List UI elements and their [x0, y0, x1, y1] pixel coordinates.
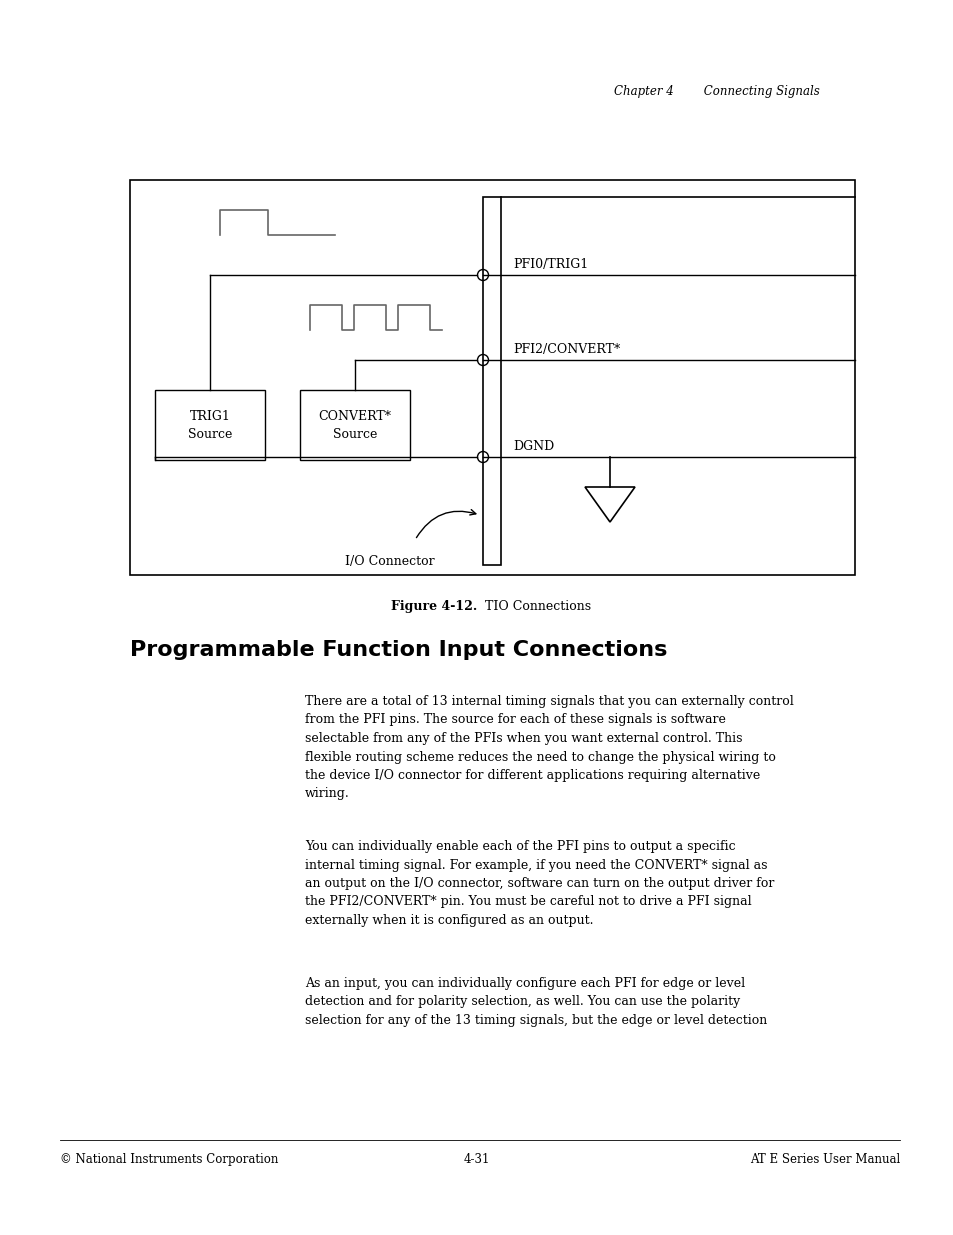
- Text: Programmable Function Input Connections: Programmable Function Input Connections: [130, 640, 667, 659]
- Text: You can individually enable each of the PFI pins to output a specific
internal t: You can individually enable each of the …: [305, 840, 774, 927]
- Text: As an input, you can individually configure each PFI for edge or level
detection: As an input, you can individually config…: [305, 977, 766, 1028]
- Text: PFI2/CONVERT*: PFI2/CONVERT*: [513, 343, 619, 356]
- Bar: [130, 180, 854, 576]
- Bar: [299, 390, 410, 459]
- Text: Figure 4-12.: Figure 4-12.: [391, 600, 476, 613]
- Text: © National Instruments Corporation: © National Instruments Corporation: [60, 1153, 278, 1166]
- Text: Source: Source: [188, 429, 232, 441]
- Text: CONVERT*: CONVERT*: [318, 410, 391, 424]
- Bar: [482, 198, 500, 564]
- Bar: [154, 390, 265, 459]
- Text: Source: Source: [333, 429, 376, 441]
- Text: There are a total of 13 internal timing signals that you can externally control
: There are a total of 13 internal timing …: [305, 695, 793, 800]
- Text: I/O Connector: I/O Connector: [345, 555, 435, 568]
- Text: DGND: DGND: [513, 440, 554, 453]
- FancyArrowPatch shape: [416, 510, 476, 537]
- Text: PFI0/TRIG1: PFI0/TRIG1: [513, 258, 588, 270]
- Text: TIO Connections: TIO Connections: [476, 600, 591, 613]
- Text: TRIG1: TRIG1: [190, 410, 231, 424]
- Text: AT E Series User Manual: AT E Series User Manual: [749, 1153, 899, 1166]
- Text: Chapter 4        Connecting Signals: Chapter 4 Connecting Signals: [614, 85, 820, 98]
- Text: 4-31: 4-31: [463, 1153, 490, 1166]
